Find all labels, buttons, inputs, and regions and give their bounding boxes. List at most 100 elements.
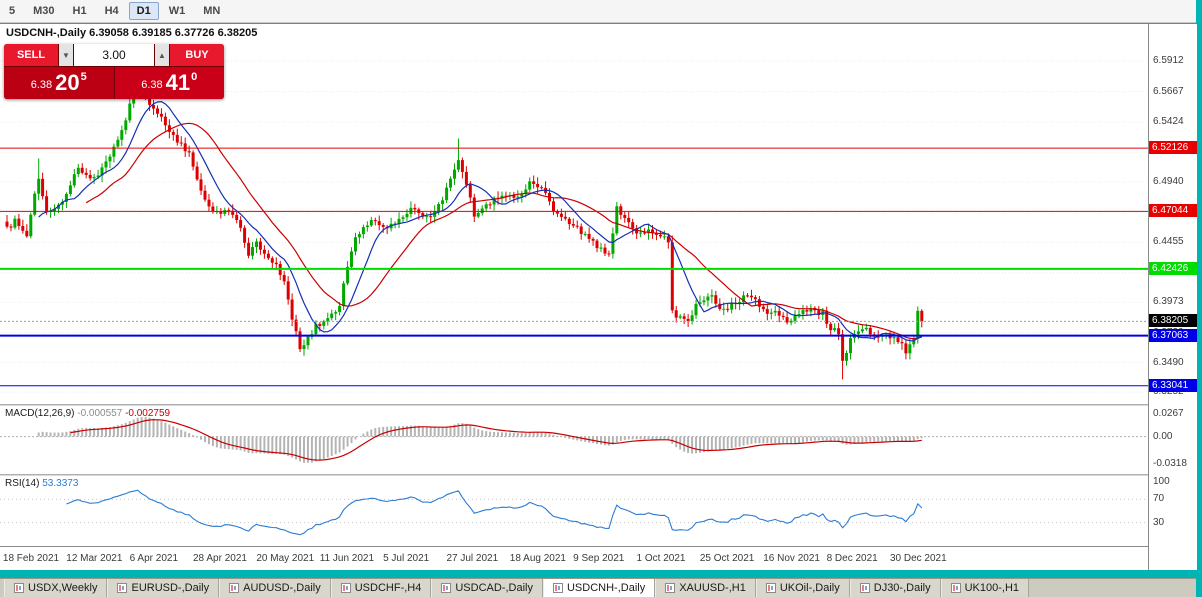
sell-button[interactable]: SELL	[4, 44, 58, 66]
timeframe-button-d1[interactable]: D1	[128, 2, 159, 20]
pane-separator[interactable]	[0, 404, 1196, 406]
price-tick: 6.4940	[1153, 176, 1184, 188]
chart-tab-xauusd-h1[interactable]: XAUUSD-,H1	[655, 579, 756, 597]
volume-input[interactable]: 3.00	[74, 44, 154, 66]
date-tick-label: 1 Oct 2021	[636, 553, 686, 564]
price-tick: 6.5912	[1153, 55, 1184, 67]
rsi-axis-tick: 30	[1153, 516, 1165, 528]
chart-tab-label: DJ30-,Daily	[873, 582, 931, 594]
timeframe-button-m30[interactable]: M30	[33, 5, 55, 17]
chart-symbol-period: USDCNH-,Daily	[6, 27, 87, 39]
date-tick-label: 16 Nov 2021	[763, 553, 820, 564]
date-tick-label: 5 Jul 2021	[383, 553, 430, 564]
date-tick-label: 8 Dec 2021	[826, 553, 878, 564]
macd-axis-tick: -0.0318	[1153, 457, 1187, 469]
timeframe-button-mn[interactable]: MN	[203, 5, 221, 17]
rsi-axis-tick: 100	[1153, 476, 1170, 487]
price-tick: 6.5424	[1153, 115, 1184, 127]
pane-separator[interactable]	[0, 474, 1196, 476]
timeframe-toolbar: 5 M30 H1 H4 D1 W1 MN	[0, 0, 1196, 23]
current-price-label: 6.38205	[1149, 314, 1197, 328]
date-tick-label: 27 Jul 2021	[446, 553, 499, 564]
chart-icon	[441, 583, 452, 593]
date-tick-label: 20 May 2021	[256, 553, 315, 564]
timeframe-button-h1[interactable]: H1	[72, 5, 87, 17]
chart-tab-eurusd-daily[interactable]: EURUSD-,Daily	[107, 579, 220, 597]
main-price-pane[interactable]: USDCNH-,Daily 6.39058 6.39185 6.37726 6.…	[0, 24, 1148, 404]
chart-icon	[340, 583, 351, 593]
chart-tab-label: USDCNH-,Daily	[566, 582, 646, 594]
timeframe-button-w1[interactable]: W1	[168, 5, 186, 17]
buy-price-prefix: 6.38	[141, 79, 163, 91]
macd-axis-tick: 0.0267	[1153, 407, 1184, 419]
price-axis[interactable]: 6.59126.56676.54246.51816.49406.46946.44…	[1148, 24, 1197, 570]
chart-icon	[229, 583, 240, 593]
chart-tab-ukoil-daily[interactable]: UKOil-,Daily	[755, 579, 850, 597]
macd-name: MACD(12,26,9)	[5, 408, 75, 419]
chart-tab-usdx-weekly[interactable]: USDX,Weekly	[4, 579, 108, 597]
chart-tab-label: AUDUSD-,Daily	[243, 582, 321, 594]
chart-icon	[859, 583, 870, 593]
timeframe-button-5[interactable]: 5	[9, 5, 16, 17]
chart-tab-usdcnh-daily[interactable]: USDCNH-,Daily	[542, 579, 656, 597]
date-axis[interactable]: 18 Feb 2021 12 Mar 2021 6 Apr 2021 28 Apr 2…	[0, 546, 1148, 571]
candlestick-chart[interactable]	[0, 24, 1148, 404]
date-tick-label: 18 Aug 2021	[509, 553, 566, 564]
chart-icon	[14, 583, 24, 593]
price-line-label: 6.52126	[1149, 141, 1197, 155]
chart-tab-label: XAUUSD-,H1	[679, 582, 746, 594]
buy-price-display[interactable]: 6.38 41 0	[114, 67, 224, 99]
date-tick-label: 6 Apr 2021	[129, 553, 178, 564]
chart-tab-label: UKOil-,Daily	[779, 582, 840, 594]
rsi-pane[interactable]: RSI(14) 53.3373	[0, 476, 1148, 546]
chart-window: USDCNH-,Daily 6.39058 6.39185 6.37726 6.…	[0, 24, 1197, 571]
date-tick-label: 12 Mar 2021	[66, 553, 123, 564]
chart-icon	[117, 583, 128, 593]
date-tick-label: 30 Dec 2021	[889, 553, 947, 564]
chart-tabs-bar: USDX,Weekly EURUSD-,Daily AUDUSD-,Daily USD…	[0, 578, 1196, 597]
chart-icon	[552, 583, 563, 593]
date-tick-label: 25 Oct 2021	[699, 553, 755, 564]
timeframe-button-h4[interactable]: H4	[104, 5, 119, 17]
volume-increase-button[interactable]: ▲	[155, 44, 169, 66]
sell-price-pips: 20	[55, 70, 80, 95]
buy-button[interactable]: BUY	[170, 44, 224, 66]
date-tick-label: 11 Jun 2021	[319, 553, 375, 564]
date-tick-label: 18 Feb 2021	[2, 553, 60, 564]
price-line-label: 6.42426	[1149, 261, 1197, 275]
chart-tab-label: USDCHF-,H4	[354, 582, 422, 594]
chart-tab-usdchf-h4[interactable]: USDCHF-,H4	[330, 579, 432, 597]
macd-chart	[0, 417, 1148, 463]
rsi-name: RSI(14)	[5, 478, 40, 489]
chart-tab-label: USDX,Weekly	[28, 582, 98, 594]
price-tick: 6.5667	[1153, 85, 1184, 97]
price-tick: 6.3973	[1153, 296, 1184, 308]
macd-main-value: -0.000557	[77, 408, 123, 419]
chart-icon	[765, 583, 776, 593]
chart-tab-label: UK100-,H1	[964, 582, 1020, 594]
chart-tab-usdcad-daily[interactable]: USDCAD-,Daily	[431, 579, 543, 597]
price-tick: 6.3490	[1153, 356, 1184, 368]
date-tick-label: 9 Sep 2021	[573, 553, 625, 564]
volume-decrease-button[interactable]: ▼	[59, 44, 73, 66]
chart-tab-dj30-daily[interactable]: DJ30-,Daily	[849, 579, 941, 597]
rsi-chart	[0, 489, 1148, 536]
price-line-label: 6.37063	[1149, 328, 1197, 342]
rsi-axis-tick: 70	[1153, 493, 1165, 505]
macd-label: MACD(12,26,9) -0.000557 -0.002759	[5, 408, 170, 419]
sell-price-prefix: 6.38	[30, 79, 53, 91]
buy-price-pips: 41	[165, 70, 191, 95]
price-line-label: 6.33041	[1149, 378, 1197, 392]
date-tick-label: 28 Apr 2021	[193, 553, 247, 564]
sell-price-point: 5	[80, 71, 87, 83]
price-tick: 6.4455	[1153, 236, 1184, 248]
chart-tab-label: USDCAD-,Daily	[455, 582, 533, 594]
macd-signal-value: -0.002759	[125, 408, 171, 419]
chart-tab-audusd-daily[interactable]: AUDUSD-,Daily	[219, 579, 331, 597]
rsi-label: RSI(14) 53.3373	[5, 478, 78, 489]
macd-pane[interactable]: MACD(12,26,9) -0.000557 -0.002759	[0, 406, 1148, 474]
chart-tab-uk100-h1[interactable]: UK100-,H1	[940, 579, 1030, 597]
chart-tab-label: EURUSD-,Daily	[131, 582, 210, 594]
sell-price-display[interactable]: 6.38 20 5	[4, 67, 115, 99]
